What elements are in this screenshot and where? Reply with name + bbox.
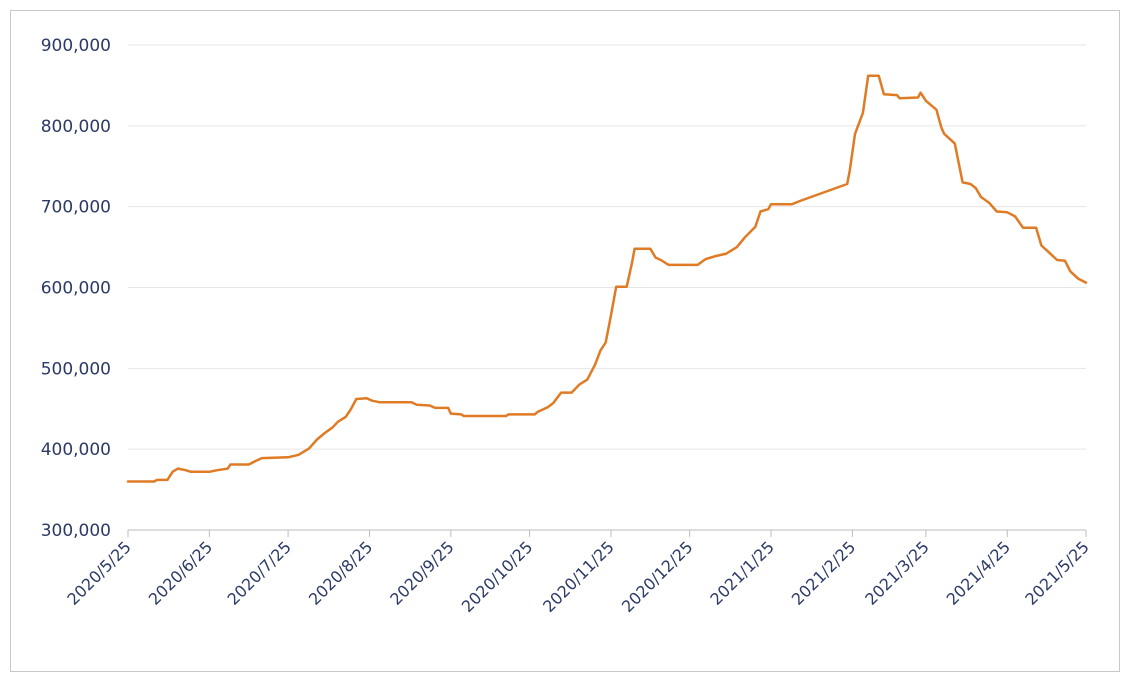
- y-axis-ticks: 300,000 400,000 500,000 600,000 700,000 800,0…: [41, 36, 111, 541]
- y-tick-label: 700,000: [41, 198, 111, 218]
- y-tick-label: 300,000: [41, 521, 111, 541]
- x-tick-label: 2021/2/25: [788, 537, 859, 608]
- chart-frame: [10, 10, 1120, 672]
- x-tick-label: 2021/4/25: [943, 537, 1014, 608]
- y-tick-label: 400,000: [41, 440, 111, 460]
- y-tick-label: 900,000: [41, 36, 111, 56]
- x-tick-label: 2020/9/25: [386, 537, 457, 608]
- series-line: [126, 74, 1088, 483]
- x-tick-label: 2020/5/25: [63, 537, 134, 608]
- y-tick-label: 600,000: [41, 279, 111, 299]
- y-tick-label: 800,000: [41, 117, 111, 137]
- x-tick-label: 2020/10/25: [458, 537, 537, 616]
- gridlines: [128, 44, 1086, 450]
- x-tick-label: 2020/6/25: [145, 537, 216, 608]
- x-tick-label: 2021/1/25: [706, 537, 777, 608]
- x-tick-label: 2020/7/25: [223, 537, 294, 608]
- series-layer: [126, 74, 1088, 483]
- x-tick-label: 2020/11/25: [539, 537, 618, 616]
- x-tick-label: 2020/8/25: [305, 537, 376, 608]
- x-tick-label: 2020/12/25: [618, 537, 697, 616]
- x-axis-ticks: 2020/5/25 2020/6/25 2020/7/25 2020/8/25 2020…: [63, 530, 1093, 616]
- x-tick-label: 2021/3/25: [861, 537, 932, 608]
- y-tick-label: 500,000: [41, 359, 111, 379]
- x-tick-label: 2021/5/25: [1021, 537, 1092, 608]
